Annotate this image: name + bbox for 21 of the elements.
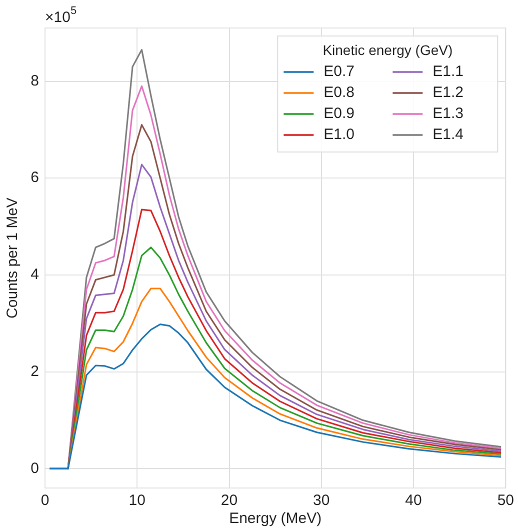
legend-label: E1.2 xyxy=(432,84,464,102)
y-tick-label: 8 xyxy=(30,72,39,90)
y-tick-label: 2 xyxy=(30,362,39,380)
x-axis-title: Energy (MeV) xyxy=(229,510,322,528)
y-tick-label: 4 xyxy=(30,266,39,284)
legend-label: E1.3 xyxy=(432,105,464,122)
y-tick-label: 0 xyxy=(30,460,39,477)
legend-title: Kinetic energy (GeV) xyxy=(322,42,453,58)
x-tick-label: 30 xyxy=(313,492,330,510)
legend-label: E0.7 xyxy=(324,63,355,80)
legend-label: E1.0 xyxy=(324,126,355,144)
legend-label: E0.8 xyxy=(324,84,355,102)
legend-label: E1.1 xyxy=(432,63,464,80)
y-axis-title: Counts per 1 MeV xyxy=(4,198,22,318)
x-tick-label: 10 xyxy=(128,492,146,510)
legend-label: E1.4 xyxy=(432,126,464,144)
x-tick-label: 20 xyxy=(220,492,238,510)
legend-label: E0.9 xyxy=(324,105,355,122)
y-tick-label: 6 xyxy=(30,169,39,186)
x-tick-label: 50 xyxy=(497,492,514,510)
x-tick-label: 40 xyxy=(405,492,422,510)
